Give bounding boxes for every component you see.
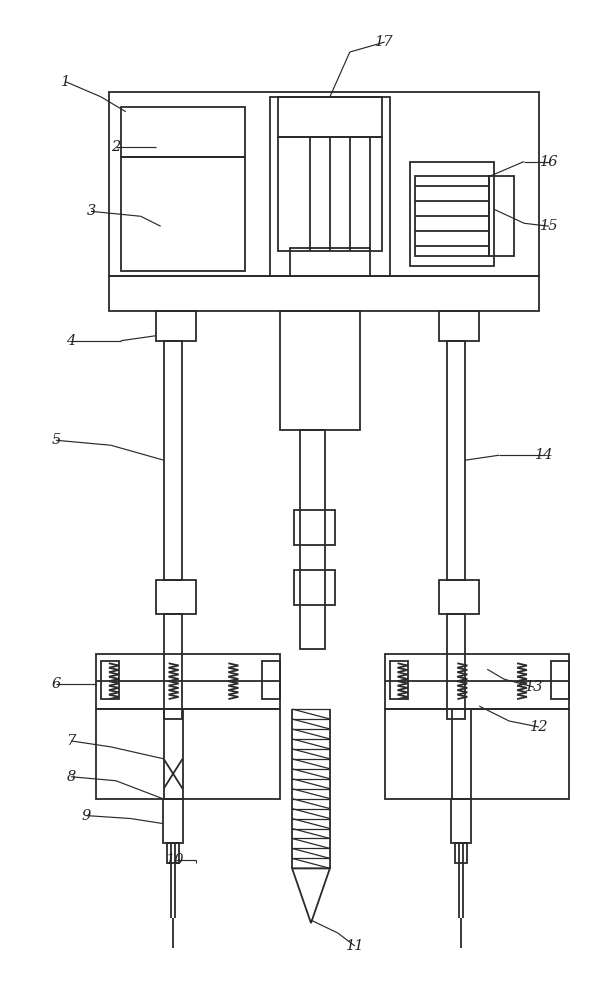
Text: 17: 17 — [375, 35, 394, 49]
Bar — [294, 510, 335, 545]
Bar — [121, 107, 245, 157]
Bar — [384, 709, 569, 799]
Text: 13: 13 — [525, 680, 543, 694]
Bar — [551, 661, 569, 699]
Bar — [300, 430, 325, 649]
Bar — [162, 799, 183, 843]
Text: 3: 3 — [86, 204, 95, 218]
Bar — [278, 137, 382, 251]
Text: 12: 12 — [530, 720, 548, 734]
Bar — [294, 570, 335, 605]
Bar — [489, 176, 514, 256]
Bar — [280, 311, 360, 430]
Text: 16: 16 — [539, 155, 558, 169]
Bar — [164, 341, 181, 580]
Text: 5: 5 — [52, 433, 61, 447]
Text: 15: 15 — [539, 219, 558, 233]
Bar — [156, 311, 196, 341]
Text: 10: 10 — [166, 853, 185, 867]
Text: 2: 2 — [111, 140, 121, 154]
Bar — [439, 311, 479, 341]
Bar — [415, 176, 489, 256]
Bar — [96, 654, 280, 709]
Bar — [109, 276, 539, 311]
Bar — [109, 92, 539, 276]
Bar — [96, 709, 280, 799]
Bar — [384, 654, 569, 709]
Text: 9: 9 — [81, 809, 90, 823]
Bar — [270, 97, 390, 276]
Bar — [447, 341, 466, 580]
Bar — [164, 614, 181, 719]
Text: 6: 6 — [52, 677, 61, 691]
Bar — [167, 843, 178, 863]
Bar — [451, 799, 471, 843]
Text: 4: 4 — [66, 334, 76, 348]
Bar — [410, 162, 494, 266]
Text: 14: 14 — [534, 448, 553, 462]
Bar — [455, 843, 467, 863]
Bar — [262, 661, 280, 699]
Bar — [439, 580, 479, 614]
Text: 1: 1 — [62, 75, 71, 89]
Bar — [447, 614, 466, 719]
Bar — [290, 248, 370, 276]
Text: 8: 8 — [66, 770, 76, 784]
Bar — [390, 661, 408, 699]
Bar — [278, 97, 382, 137]
Text: 7: 7 — [66, 734, 76, 748]
Bar — [121, 157, 245, 271]
Bar — [101, 661, 119, 699]
Text: 11: 11 — [346, 939, 364, 953]
Bar — [156, 580, 196, 614]
